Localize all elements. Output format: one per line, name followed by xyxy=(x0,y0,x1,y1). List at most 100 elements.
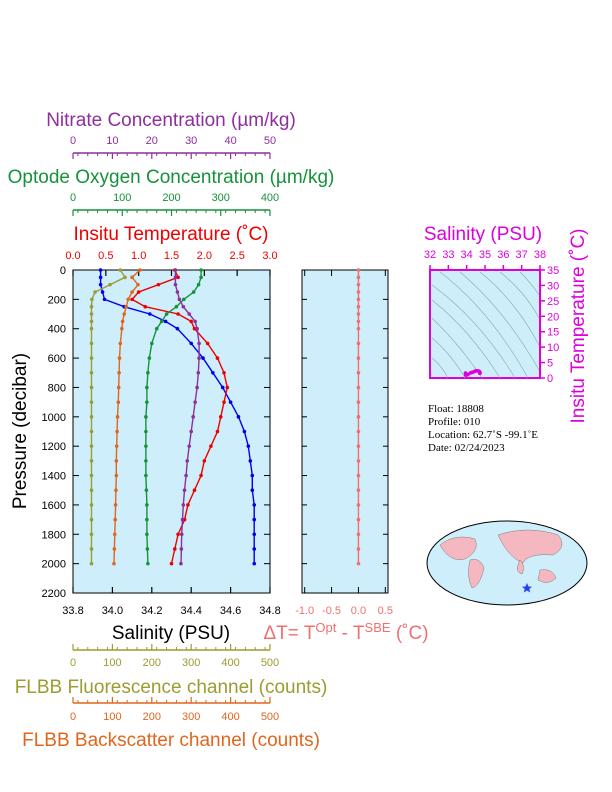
profile-point xyxy=(120,326,124,331)
y-tick-label: 200 xyxy=(48,294,66,306)
delta-point xyxy=(356,326,361,331)
y-tick-label: 25 xyxy=(547,296,559,308)
x-tick-label: 0 xyxy=(70,135,76,147)
y-tick-label: 2200 xyxy=(42,588,66,600)
profile-point xyxy=(144,488,149,493)
profile-point xyxy=(118,341,123,346)
profile-point xyxy=(181,304,186,309)
float-info: Profile: 010 xyxy=(428,416,481,428)
y-tick-label: 2000 xyxy=(42,559,66,571)
y-tick-label: 1600 xyxy=(42,500,66,512)
float-info: Date: 02/24/2023 xyxy=(428,442,505,454)
y-tick-label: 1000 xyxy=(42,412,66,424)
profile-point xyxy=(144,429,148,434)
x-tick-label: 300 xyxy=(182,711,200,723)
y-tick-label: 800 xyxy=(48,382,66,394)
profile-point xyxy=(176,275,180,280)
delta-point xyxy=(356,275,361,280)
x-axis-title-part: (˚C) xyxy=(391,623,429,644)
profile-point xyxy=(145,547,150,551)
profile-point xyxy=(130,275,134,280)
x-axis-title-part: ΔT= T xyxy=(263,623,315,644)
profile-point xyxy=(185,459,190,463)
profile-point xyxy=(150,341,154,346)
profile-point xyxy=(222,370,226,375)
profile-point xyxy=(199,275,203,280)
profile-point xyxy=(130,297,134,302)
profile-point xyxy=(113,517,117,522)
profile-point xyxy=(192,326,197,331)
x-axis-title-part: - T xyxy=(336,623,365,644)
profile-point xyxy=(252,517,257,522)
profile-point xyxy=(175,326,180,331)
x-axis-title: Salinity (PSU) xyxy=(112,623,230,644)
profile-point xyxy=(199,268,203,272)
y-tick-label: 1400 xyxy=(42,471,66,483)
profile-point xyxy=(116,400,121,404)
delta-point xyxy=(356,297,361,302)
profile-point xyxy=(115,415,120,419)
x-tick-label: 400 xyxy=(261,192,279,204)
profile-point xyxy=(144,459,148,463)
profile-point xyxy=(195,326,199,331)
profile-point xyxy=(172,547,177,551)
profile-point xyxy=(144,444,148,448)
delta-panel xyxy=(301,269,389,594)
profile-point xyxy=(197,356,201,360)
y-tick-label: 15 xyxy=(547,327,559,339)
density-contours xyxy=(431,271,540,379)
y-tick-label: 0 xyxy=(60,265,66,277)
x-tick-label: 0.0 xyxy=(351,605,366,617)
float-info: Location: 62.7˚S -99.1˚E xyxy=(428,429,538,441)
y-tick-label: 20 xyxy=(547,311,559,323)
delta-point xyxy=(356,517,361,522)
profile-point xyxy=(189,341,193,346)
x-tick-label: 1.5 xyxy=(164,250,179,262)
x-tick-label: 32 xyxy=(424,249,436,261)
profile-point xyxy=(196,282,201,287)
profile-point xyxy=(145,517,149,522)
profile-point xyxy=(179,532,184,537)
delta-point xyxy=(356,561,361,566)
profile-point xyxy=(89,488,94,493)
delta-point xyxy=(356,385,361,390)
x-tick-label: -1.0 xyxy=(295,605,314,617)
profile-point xyxy=(248,459,253,463)
profile-point xyxy=(145,385,149,390)
profile-point xyxy=(112,547,117,551)
profile-point xyxy=(89,517,94,522)
profile-point xyxy=(175,290,180,294)
profile-point xyxy=(89,561,94,566)
y-tick-label: 1800 xyxy=(42,529,66,541)
profile-point xyxy=(138,268,142,272)
x-axis-title: FLBB Fluorescence channel (counts) xyxy=(15,677,328,698)
profile-point xyxy=(89,400,94,404)
profile-point xyxy=(89,341,94,346)
profile-point xyxy=(252,547,257,551)
x-axis-title: Insitu Temperature (˚C) xyxy=(74,224,269,245)
delta-point xyxy=(356,304,361,309)
profile-point xyxy=(173,275,178,280)
profile-point xyxy=(117,356,122,360)
profile-point xyxy=(187,312,192,316)
x-tick-label: 37 xyxy=(516,249,528,261)
profile-point xyxy=(236,415,241,419)
x-tick-label: 0.0 xyxy=(65,250,80,262)
profile-point xyxy=(123,275,127,280)
delta-point xyxy=(356,488,361,493)
delta-point xyxy=(356,341,361,346)
delta-point xyxy=(356,356,361,360)
delta-point xyxy=(356,503,361,507)
profile-point xyxy=(197,341,201,346)
profile-point xyxy=(173,268,178,272)
delta-point xyxy=(356,282,361,287)
profile-point xyxy=(211,370,215,375)
profile-point xyxy=(146,561,150,566)
profile-point xyxy=(182,297,186,302)
x-tick-label: 0.5 xyxy=(378,605,393,617)
profile-point xyxy=(143,304,148,309)
profile-point xyxy=(89,356,94,360)
x-axis-title-part: Opt xyxy=(315,620,336,635)
profile-point xyxy=(184,473,188,478)
x-tick-label: 34 xyxy=(461,249,473,261)
